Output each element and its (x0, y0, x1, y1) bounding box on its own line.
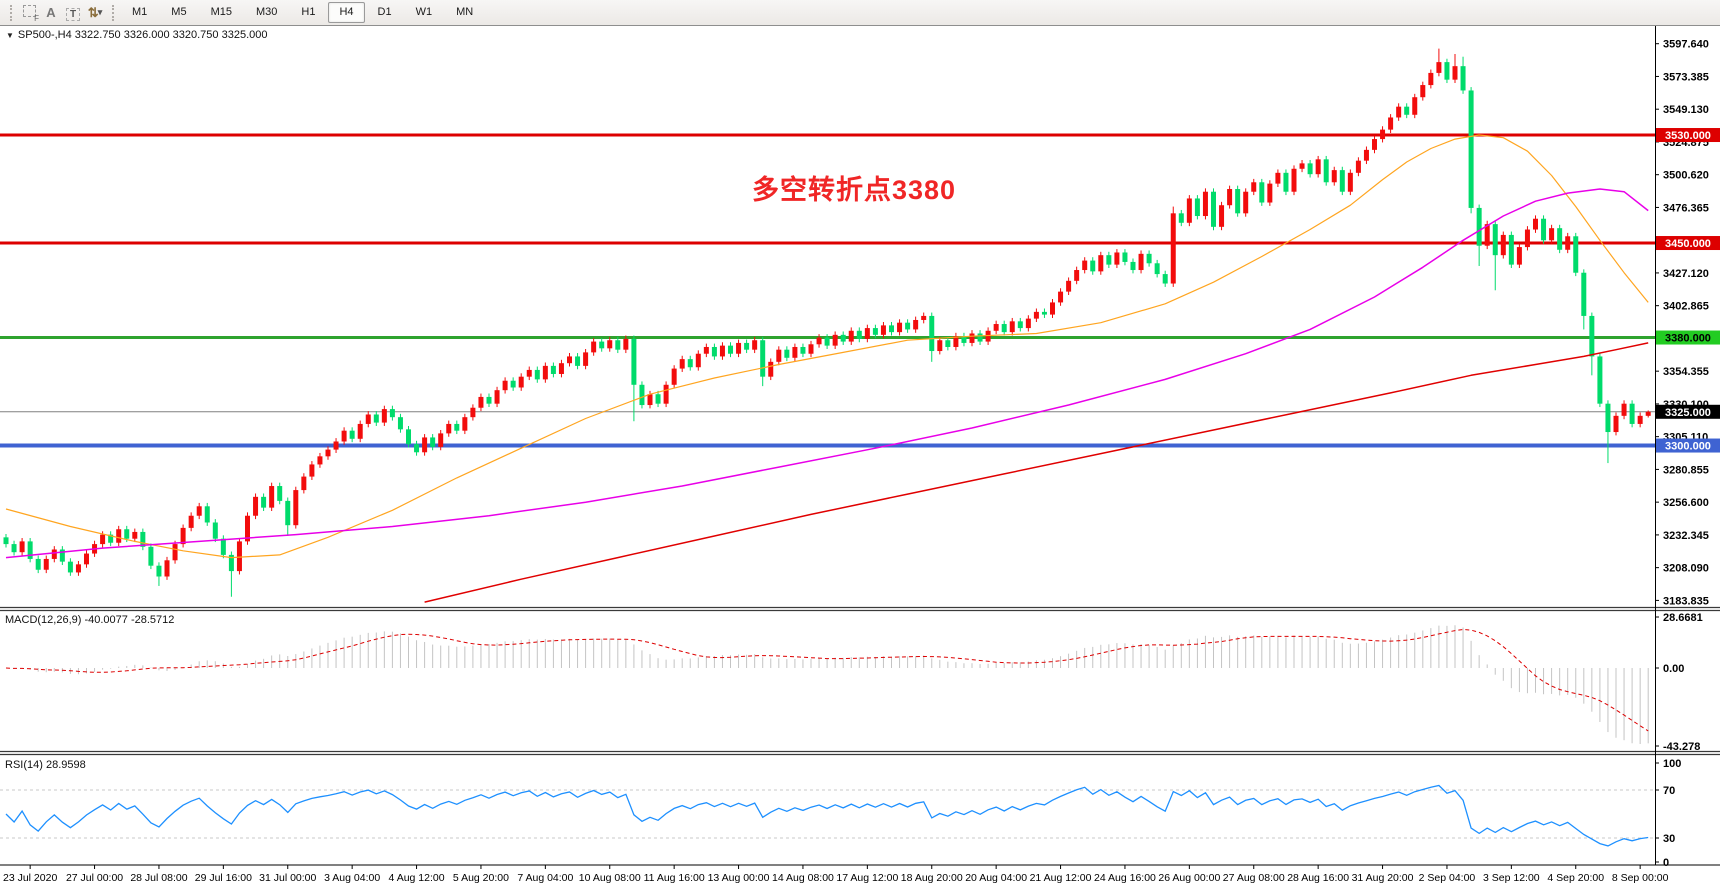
rsi-panel (0, 784, 1655, 847)
svg-text:3597.640: 3597.640 (1663, 39, 1709, 51)
svg-text:17 Aug 12:00: 17 Aug 12:00 (836, 872, 898, 884)
svg-text:3427.120: 3427.120 (1663, 268, 1709, 280)
chart-annotation-text[interactable]: 多空转折点3380 (752, 175, 957, 205)
drawing-tools: F A T ⇅ ▾ (18, 1, 106, 25)
candlestick-series (3, 48, 1651, 597)
svg-text:21 Aug 12:00: 21 Aug 12:00 (1030, 872, 1092, 884)
macd-indicator-label: MACD(12,26,9) -40.0077 -28.5712 (5, 614, 175, 626)
chart-title: ▼ SP500-,H4 3322.750 3326.000 3320.750 33… (6, 29, 267, 41)
svg-text:31 Jul 00:00: 31 Jul 00:00 (259, 872, 316, 884)
svg-text:2 Sep 04:00: 2 Sep 04:00 (1419, 872, 1476, 884)
text-label-icon[interactable]: A (46, 4, 56, 20)
svg-text:18 Aug 20:00: 18 Aug 20:00 (901, 872, 963, 884)
svg-text:3476.365: 3476.365 (1663, 202, 1709, 214)
timeframe-button-w1[interactable]: W1 (415, 6, 433, 18)
svg-text:3380.000: 3380.000 (1665, 333, 1711, 345)
collapse-triangle-icon[interactable]: ▼ (6, 31, 14, 40)
price-tag-3530: 3530.000 (1656, 128, 1720, 143)
toolbar-grip-2[interactable] (112, 4, 114, 21)
svg-text:3300.000: 3300.000 (1665, 441, 1711, 453)
svg-text:3573.385: 3573.385 (1663, 71, 1709, 83)
price-axis[interactable]: 3597.6403573.3853549.1303524.8753500.620… (1655, 39, 1720, 608)
toolbar: F A T ⇅ ▾ M1 M5 M15 M30 H1 H4 D1 W1 MN (0, 0, 1720, 26)
main-price-panel (0, 48, 1655, 603)
chart-window: 3597.640 3573.385 3549.130 3524.875 3500.620… (0, 26, 1720, 893)
price-tag-3450: 3450.000 (1656, 236, 1720, 251)
svg-text:27 Jul 00:00: 27 Jul 00:00 (66, 872, 123, 884)
svg-text:20 Aug 04:00: 20 Aug 04:00 (965, 872, 1027, 884)
svg-text:7 Aug 04:00: 7 Aug 04:00 (517, 872, 573, 884)
panel-borders (0, 26, 1720, 866)
rsi-line (5, 784, 1649, 847)
svg-text:0: 0 (1663, 857, 1669, 869)
dropdown-caret-icon[interactable]: ▾ (97, 7, 102, 18)
svg-text:70: 70 (1663, 785, 1675, 797)
svg-text:10 Aug 08:00: 10 Aug 08:00 (579, 872, 641, 884)
svg-text:3450.000: 3450.000 (1665, 238, 1711, 250)
chart-canvas[interactable]: 3597.6403573.3853549.1303524.8753500.620… (0, 26, 1720, 893)
svg-text:28 Jul 08:00: 28 Jul 08:00 (130, 872, 187, 884)
svg-text:3 Aug 04:00: 3 Aug 04:00 (324, 872, 380, 884)
svg-text:28 Aug 16:00: 28 Aug 16:00 (1287, 872, 1349, 884)
svg-text:3208.090: 3208.090 (1663, 563, 1709, 575)
svg-text:24 Aug 16:00: 24 Aug 16:00 (1094, 872, 1156, 884)
arrow-styles-icon[interactable]: ⇅ ▾ (87, 4, 102, 20)
svg-text:3402.865: 3402.865 (1663, 301, 1709, 313)
svg-text:26 Aug 00:00: 26 Aug 00:00 (1158, 872, 1220, 884)
svg-text:3530.000: 3530.000 (1665, 130, 1711, 142)
svg-text:30: 30 (1663, 833, 1675, 845)
timeframe-button-d1[interactable]: D1 (377, 6, 392, 18)
price-tag-3380: 3380.000 (1656, 330, 1720, 345)
svg-text:13 Aug 00:00: 13 Aug 00:00 (708, 872, 770, 884)
text-tool-icon[interactable]: T (62, 4, 84, 24)
svg-text:8 Sep 00:00: 8 Sep 00:00 (1612, 872, 1669, 884)
price-tag-3300: 3300.000 (1656, 438, 1720, 453)
svg-text:3325.000: 3325.000 (1665, 407, 1711, 419)
svg-text:3232.345: 3232.345 (1663, 530, 1709, 542)
toolbar-grip[interactable] (10, 4, 12, 21)
svg-text:3183.835: 3183.835 (1663, 595, 1709, 607)
timeframe-button-m30[interactable]: M30 (255, 6, 278, 18)
dashed-frame-icon[interactable]: F (18, 1, 40, 23)
svg-text:29 Jul 16:00: 29 Jul 16:00 (195, 872, 252, 884)
svg-text:5 Aug 20:00: 5 Aug 20:00 (453, 872, 509, 884)
svg-text:23 Jul 2020: 23 Jul 2020 (3, 872, 57, 884)
svg-text:4 Sep 20:00: 4 Sep 20:00 (1547, 872, 1604, 884)
chart-title-text: SP500-,H4 3322.750 3326.000 3320.750 332… (17, 29, 268, 41)
timeframe-button-h4[interactable]: H4 (328, 2, 365, 23)
svg-text:14 Aug 08:00: 14 Aug 08:00 (772, 872, 834, 884)
timeframe-button-h1[interactable]: H1 (301, 6, 316, 18)
indicator-axis: 28.6681 0.00 -43.278 100 70 30 0 (1655, 612, 1703, 869)
svg-text:3549.130: 3549.130 (1663, 104, 1709, 116)
price-tag-3325: 3325.000 (1656, 404, 1720, 419)
ma-fast-line[interactable] (5, 134, 1649, 559)
time-axis[interactable]: 23 Jul 2020 27 Jul 00:00 28 Jul 08:00 29 Ju… (3, 865, 1669, 884)
svg-text:3500.620: 3500.620 (1663, 170, 1709, 182)
rsi-indicator-label: RSI(14) 28.9598 (5, 759, 86, 771)
svg-text:4 Aug 12:00: 4 Aug 12:00 (389, 872, 445, 884)
timeframe-button-m5[interactable]: M5 (171, 6, 187, 18)
timeframe-button-m1[interactable]: M1 (132, 6, 148, 18)
macd-panel (5, 625, 1649, 744)
svg-text:100: 100 (1663, 758, 1681, 770)
macd-signal-line (5, 628, 1649, 732)
svg-text:3280.855: 3280.855 (1663, 464, 1709, 476)
timeframe-button-mn[interactable]: MN (456, 6, 474, 18)
timeframe-button-m15[interactable]: M15 (210, 6, 232, 18)
svg-text:0.00: 0.00 (1663, 663, 1684, 675)
ma-mid-line[interactable] (5, 188, 1649, 559)
svg-text:3 Sep 12:00: 3 Sep 12:00 (1483, 872, 1540, 884)
svg-text:27 Aug 08:00: 27 Aug 08:00 (1223, 872, 1285, 884)
svg-text:28.6681: 28.6681 (1663, 612, 1703, 624)
timeframe-buttons: M1 M5 M15 M30 H1 H4 D1 W1 MN (120, 0, 485, 26)
svg-text:11 Aug 16:00: 11 Aug 16:00 (644, 872, 705, 884)
ma-slow-line[interactable] (424, 342, 1649, 603)
svg-text:-43.278: -43.278 (1663, 741, 1700, 753)
svg-text:3354.355: 3354.355 (1663, 366, 1709, 378)
svg-text:31 Aug 20:00: 31 Aug 20:00 (1352, 872, 1414, 884)
svg-text:3256.600: 3256.600 (1663, 497, 1709, 509)
